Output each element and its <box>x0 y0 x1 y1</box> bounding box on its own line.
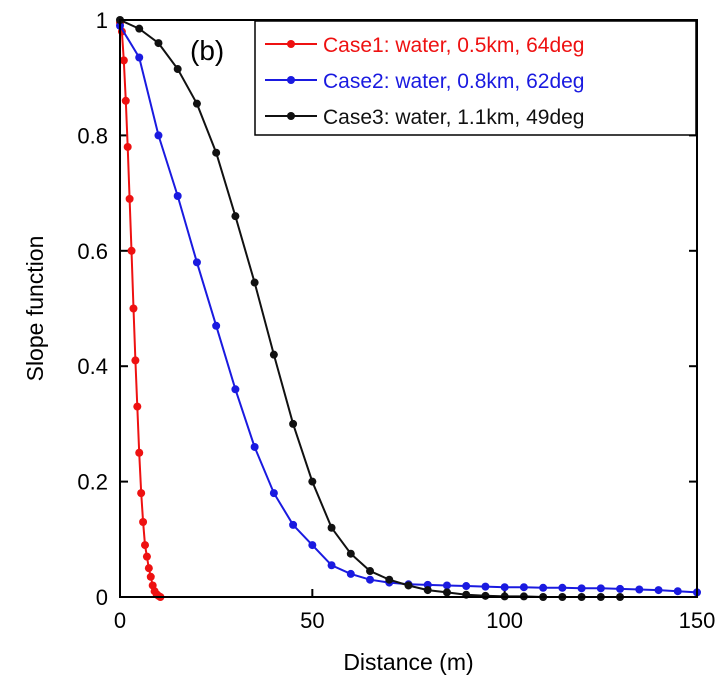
series-2-point <box>596 584 605 593</box>
series-3-point <box>346 549 355 558</box>
y-tick-label: 0.4 <box>77 354 108 379</box>
series-1-point <box>121 96 130 105</box>
series-2-point <box>577 584 586 593</box>
series-1-point <box>133 402 142 411</box>
series-3-point <box>308 477 317 486</box>
series-2-point <box>289 520 298 529</box>
series-3-point <box>442 588 451 597</box>
series-3-point <box>135 24 144 33</box>
series-2-point <box>135 53 144 62</box>
series-2-point <box>250 442 259 451</box>
x-tick-label: 150 <box>679 608 716 633</box>
x-axis-title: Distance (m) <box>343 649 473 675</box>
y-tick-label: 0.6 <box>77 239 108 264</box>
series-1-point <box>144 564 153 573</box>
series-2-point <box>654 586 663 595</box>
legend: Case1: water, 0.5km, 64deg Case2: water, … <box>254 20 697 136</box>
x-tick-label: 100 <box>486 608 523 633</box>
series-3-point <box>404 581 413 590</box>
y-tick-label: 0 <box>96 585 108 610</box>
series-2-point <box>500 583 509 592</box>
series-3-point <box>385 575 394 584</box>
series-3-point <box>212 148 221 157</box>
series-1-line <box>119 22 161 598</box>
y-tick-label: 1 <box>96 8 108 33</box>
series-3-point <box>173 65 182 74</box>
x-tick-label: 0 <box>114 608 126 633</box>
series-2-point <box>173 191 182 200</box>
axis-ticks: 0 50 100 150 0 0.2 0.4 0.6 0.8 1 <box>77 8 715 633</box>
series-2-point <box>212 321 221 330</box>
series-1-point <box>137 489 146 498</box>
panel-label: (b) <box>190 35 224 66</box>
series-2-point <box>269 489 278 498</box>
legend-box <box>254 20 697 136</box>
series-2-point <box>558 583 567 592</box>
series-1-point <box>135 448 144 457</box>
series-3-point <box>423 586 432 595</box>
series-2-point <box>192 258 201 267</box>
series-1-point <box>127 246 136 255</box>
legend-swatch-marker <box>287 40 295 48</box>
series-1-point <box>119 56 128 65</box>
series-1-point <box>125 194 134 203</box>
legend-label: Case1: water, 0.5km, 64deg <box>323 34 585 57</box>
series-2-point <box>327 561 336 570</box>
series-2-point <box>442 581 451 590</box>
series-1-point <box>131 356 140 365</box>
legend-item: Case3: water, 1.1km, 49deg <box>265 106 585 129</box>
series-3-point <box>289 419 298 428</box>
legend-item: Case2: water, 0.8km, 62deg <box>265 70 585 93</box>
y-tick-label: 0.8 <box>77 123 108 148</box>
series-1-point <box>129 304 138 313</box>
series-2-point <box>635 585 644 594</box>
series-2-point <box>308 541 317 550</box>
series-2-point <box>346 569 355 578</box>
series-2-point <box>231 385 240 394</box>
series-2-point <box>616 584 625 593</box>
x-tick-label: 50 <box>300 608 324 633</box>
series-3-point <box>250 278 259 287</box>
series-2-point <box>673 587 682 596</box>
legend-label: Case3: water, 1.1km, 49deg <box>323 106 585 129</box>
series-3-point <box>269 350 278 359</box>
plot-frame <box>119 19 698 598</box>
series-2-point <box>539 583 548 592</box>
series-1-point <box>141 541 150 550</box>
series-1-point <box>146 572 155 581</box>
series-3-point <box>154 39 163 48</box>
y-tick-label: 0.2 <box>77 470 108 495</box>
series-3-point <box>327 523 336 532</box>
series-1-point <box>139 517 148 526</box>
series-3-point <box>231 212 240 221</box>
legend-label: Case2: water, 0.8km, 62deg <box>323 70 585 93</box>
series-3-point <box>366 567 375 576</box>
legend-swatch-marker <box>287 76 295 84</box>
series-2-point <box>462 582 471 591</box>
legend-swatch-marker <box>287 112 295 120</box>
series-1-point <box>123 142 132 151</box>
legend-item: Case1: water, 0.5km, 64deg <box>265 34 585 57</box>
series-2-point <box>366 575 375 584</box>
series-3-point <box>192 99 201 108</box>
series-1 <box>116 18 165 601</box>
series-1-point <box>142 552 151 561</box>
y-axis-title: Slope function <box>22 236 48 382</box>
series-3-point <box>481 591 490 600</box>
series-2-point <box>481 582 490 591</box>
series-2-point <box>519 583 528 592</box>
series-2-point <box>154 131 163 140</box>
series-layer <box>116 16 701 601</box>
